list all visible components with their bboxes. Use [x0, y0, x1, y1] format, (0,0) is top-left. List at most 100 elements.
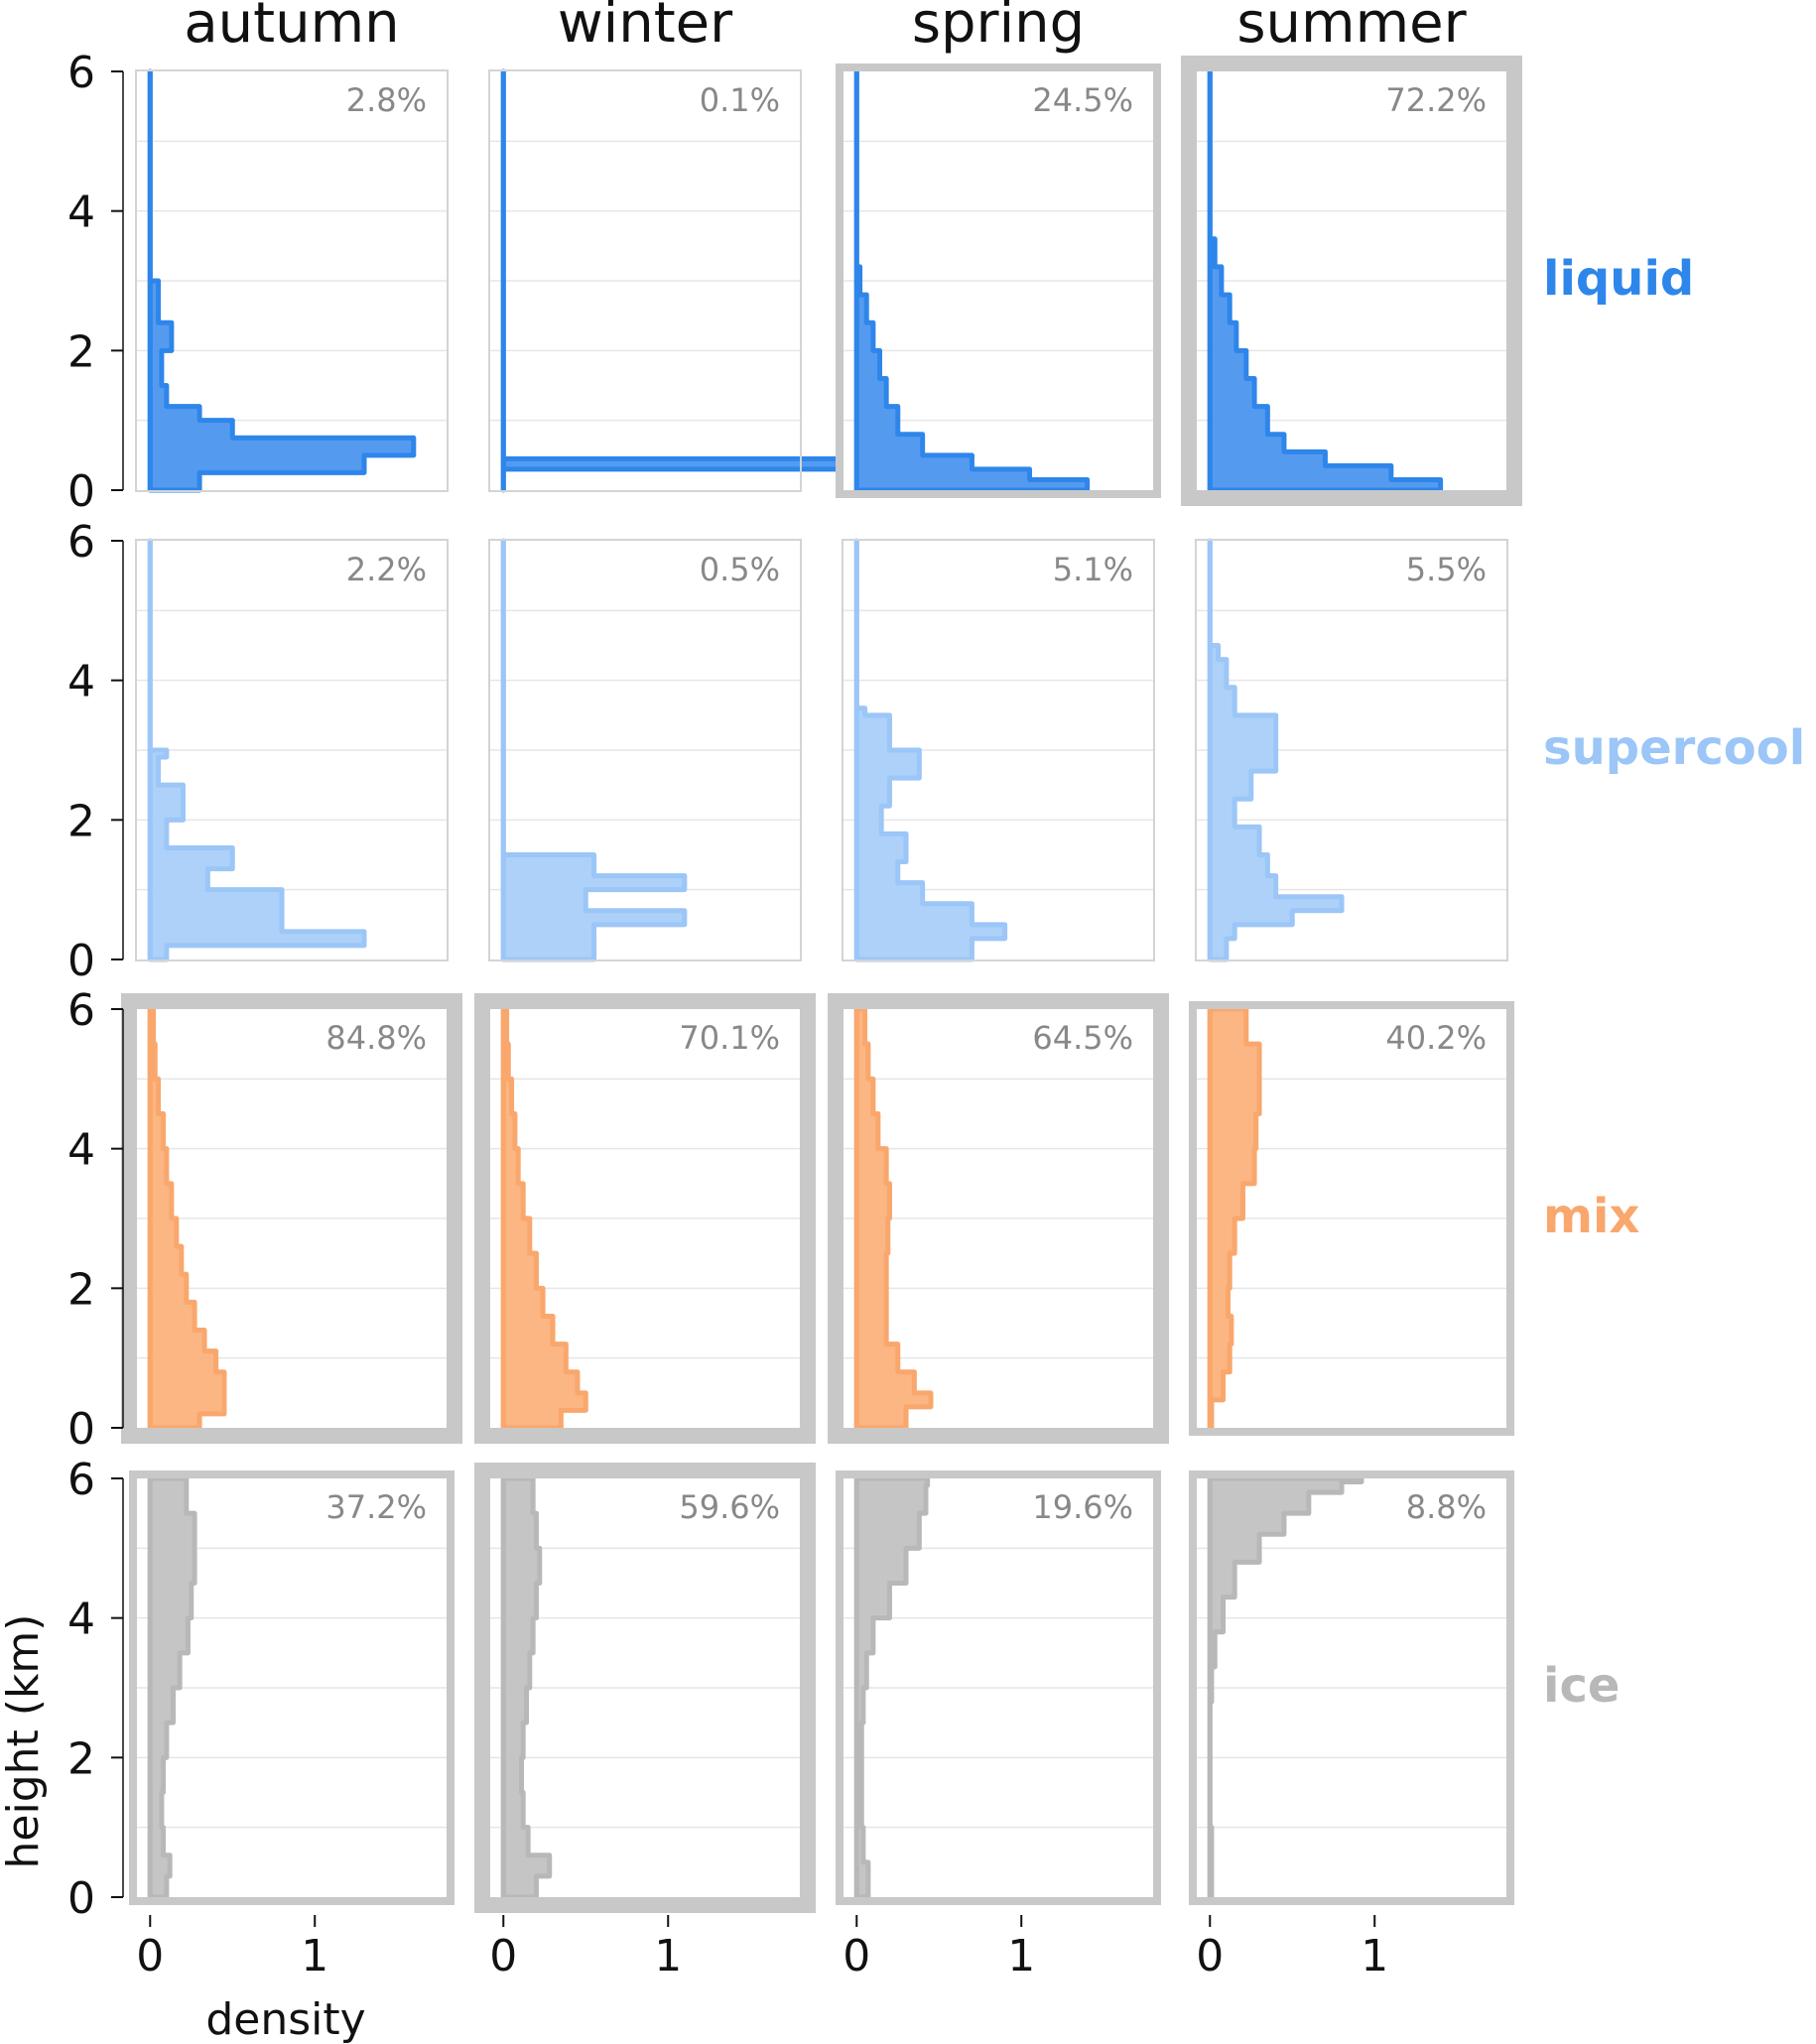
y-tick-label: 2 — [67, 796, 95, 846]
panel-percent-label: 59.6% — [679, 1488, 780, 1526]
row-label-supercool: supercool — [1543, 720, 1805, 776]
x-tick-label: 0 — [489, 1931, 517, 1981]
panel-percent-label: 70.1% — [679, 1019, 780, 1057]
row-label-mix: mix — [1543, 1189, 1639, 1244]
y-tick-label: 4 — [67, 1595, 95, 1645]
x-tick-label: 1 — [1007, 1931, 1035, 1981]
panel-frame — [828, 993, 1169, 1444]
panel-frame — [135, 69, 449, 492]
panel-liquid-winter: 0.1% — [488, 68, 918, 493]
y-tick-label: 0 — [67, 1404, 95, 1455]
panels: 2.8% 0.1% 24.5% 72.2% 2.2% 0.5% 5.1% 5.5% 84.8% 7… — [121, 56, 1522, 1913]
panel-percent-label: 24.5% — [1032, 81, 1133, 119]
panel-ice-summer: 8.8% — [1189, 1470, 1514, 1905]
y-tick-label: 4 — [67, 1125, 95, 1176]
panel-mix-winter: 70.1% — [474, 993, 816, 1444]
panel-ice-autumn: 37.2% — [129, 1470, 454, 1905]
x-tick-label: 1 — [1361, 1931, 1388, 1981]
density-profile — [1207, 68, 1444, 493]
panel-percent-label: 2.2% — [346, 551, 427, 588]
y-tick-label: 0 — [67, 1873, 95, 1924]
x-tick-label: 1 — [301, 1931, 328, 1981]
y-tick-label: 2 — [67, 1264, 95, 1315]
panel-frame — [488, 69, 802, 492]
density-profile — [500, 1475, 553, 1900]
column-title-autumn: autumn — [184, 0, 399, 56]
panel-supercool-summer: 5.5% — [1195, 538, 1508, 962]
panel-percent-label: 8.8% — [1406, 1488, 1487, 1526]
x-tick-label: 0 — [136, 1931, 164, 1981]
x-axis-ticks: 0 1 0 1 0 1 0 1 — [136, 1915, 1388, 1981]
panel-mix-summer: 40.2% — [1189, 1001, 1514, 1436]
panel-frame — [474, 993, 816, 1444]
panel-frame — [1195, 539, 1508, 961]
density-profile — [147, 68, 417, 493]
panel-frame — [836, 1470, 1161, 1905]
y-axis-label: height (km) — [0, 1614, 49, 1869]
density-profile — [500, 1006, 588, 1431]
panel-frame — [474, 1463, 816, 1913]
density-profile — [853, 1475, 931, 1900]
density-profile — [147, 1475, 197, 1900]
panel-frame — [1189, 1470, 1514, 1905]
x-tick-label: 0 — [1196, 1931, 1224, 1981]
y-tick-label: 6 — [67, 48, 95, 98]
density-profile — [147, 538, 367, 962]
panel-supercool-winter: 0.5% — [488, 538, 802, 962]
panel-frame — [842, 539, 1155, 961]
column-titles: autumn winter spring summer — [184, 0, 1467, 56]
row-labels: liquid supercool mix ice — [1543, 251, 1805, 1714]
density-profile — [1207, 1006, 1262, 1431]
y-tick-label: 2 — [67, 1733, 95, 1784]
y-tick-label: 6 — [67, 517, 95, 568]
panel-percent-label: 0.1% — [700, 81, 780, 119]
panel-frame — [121, 993, 462, 1444]
panel-frame — [1189, 1001, 1514, 1436]
density-profile — [147, 1006, 227, 1431]
panel-frame — [135, 539, 449, 961]
panel-percent-label: 84.8% — [325, 1019, 427, 1057]
density-profile — [1207, 538, 1345, 962]
row-label-ice: ice — [1543, 1658, 1620, 1714]
panel-frame — [1181, 56, 1522, 506]
panel-frame — [836, 64, 1161, 498]
panel-percent-label: 19.6% — [1032, 1488, 1133, 1526]
panel-percent-label: 2.8% — [346, 81, 427, 119]
column-title-summer: summer — [1236, 0, 1467, 56]
y-tick-label: 2 — [67, 326, 95, 377]
density-profile — [853, 538, 1008, 962]
panel-ice-winter: 59.6% — [474, 1463, 816, 1913]
x-axis-label: density — [205, 1994, 365, 2044]
panel-percent-label: 37.2% — [325, 1488, 427, 1526]
panel-percent-label: 5.5% — [1406, 551, 1487, 588]
y-tick-label: 4 — [67, 657, 95, 707]
panel-mix-spring: 64.5% — [828, 993, 1169, 1444]
y-tick-label: 0 — [67, 466, 95, 517]
column-title-spring: spring — [912, 0, 1085, 56]
x-tick-label: 1 — [654, 1931, 682, 1981]
panel-percent-label: 40.2% — [1385, 1019, 1487, 1057]
density-profile — [853, 1006, 934, 1431]
panel-liquid-spring: 24.5% — [836, 64, 1161, 498]
y-tick-label: 0 — [67, 936, 95, 986]
panel-percent-label: 5.1% — [1053, 551, 1133, 588]
x-tick-label: 0 — [843, 1931, 870, 1981]
row-label-liquid: liquid — [1543, 251, 1694, 307]
column-title-winter: winter — [558, 0, 733, 56]
panel-supercool-autumn: 2.2% — [135, 538, 449, 962]
panel-percent-label: 72.2% — [1385, 81, 1487, 119]
panel-percent-label: 64.5% — [1032, 1019, 1133, 1057]
panel-mix-autumn: 84.8% — [121, 993, 462, 1444]
panel-frame — [488, 539, 802, 961]
density-profile — [500, 538, 688, 962]
y-tick-label: 6 — [67, 985, 95, 1036]
density-profile — [853, 68, 1091, 493]
panel-ice-spring: 19.6% — [836, 1470, 1161, 1905]
panel-percent-label: 0.5% — [700, 551, 780, 588]
panel-supercool-spring: 5.1% — [842, 538, 1155, 962]
panel-liquid-autumn: 2.8% — [135, 68, 449, 493]
panel-liquid-summer: 72.2% — [1181, 56, 1522, 506]
y-tick-label: 4 — [67, 188, 95, 238]
